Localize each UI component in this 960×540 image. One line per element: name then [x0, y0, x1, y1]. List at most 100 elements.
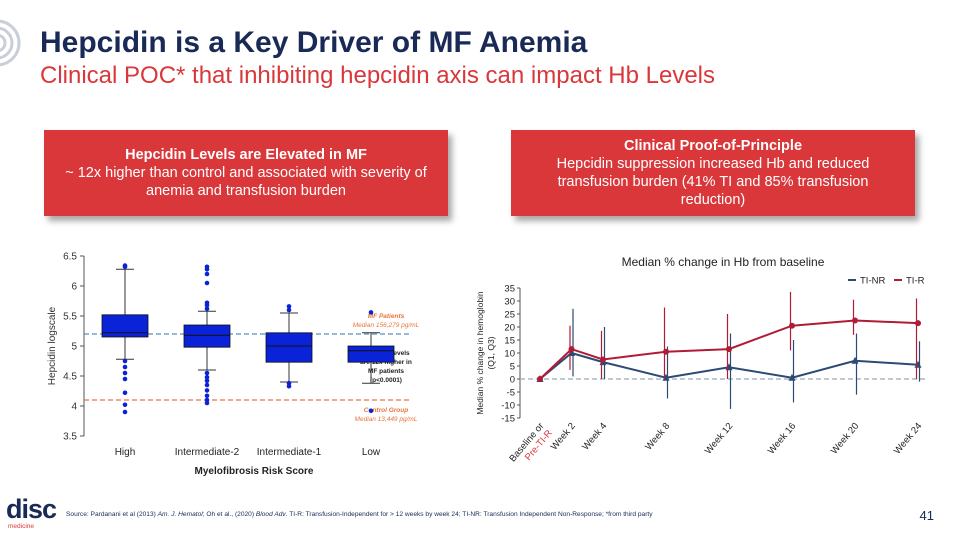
y-tick-label: 25	[504, 309, 515, 320]
point-ti-r	[726, 346, 732, 353]
legend-label: TI-NR	[860, 276, 885, 287]
x-category-label: Low	[362, 447, 381, 458]
callout-proof-of-principle: Clinical Proof-of-Principle Hepcidin sup…	[511, 130, 915, 216]
y-tick-label: -5	[507, 387, 515, 398]
outlier-point	[204, 378, 210, 384]
outlier-point	[122, 409, 128, 415]
control-group-median: Median 13,449 pg/mL	[355, 416, 418, 423]
point-ti-r	[568, 346, 575, 353]
y-tick-label: 35	[504, 283, 515, 294]
y-tick-label: 5	[71, 342, 77, 353]
source-footnote: Source: Pardanani et al (2013) Am. J. He…	[66, 511, 653, 518]
decorative-arc-icon	[0, 19, 21, 67]
outlier-point	[122, 376, 128, 382]
x-tick-label-group: Week 16	[766, 421, 798, 457]
hb-change-line-chart: Median % change in Hb from baseline TI-NR…	[475, 255, 926, 464]
y-tick-label: 6.5	[63, 252, 77, 263]
y-tick-label: 5.5	[63, 312, 77, 323]
outlier-point	[204, 374, 210, 380]
callout-right-heading: Clinical Proof-of-Principle	[623, 138, 803, 154]
y-tick-label: 0	[510, 374, 515, 385]
control-group-label: Control Group	[364, 407, 408, 414]
outlier-point	[286, 307, 292, 313]
callout-left-body: ~ 12x higher than control and associated…	[65, 165, 427, 199]
outlier-point	[204, 271, 210, 277]
outlier-point	[204, 388, 210, 393]
outlier-point	[204, 382, 210, 388]
line-chart-title: Median % change in Hb from baseline	[622, 255, 825, 269]
page-number: 41	[919, 508, 934, 523]
x-tick-label: Week 4	[580, 421, 609, 453]
y-axis-label-2: (Q1, Q3)	[486, 336, 496, 369]
outlier-point	[204, 302, 210, 308]
x-tick-label-group: Week 8	[643, 421, 672, 453]
series-line-ti-nr	[539, 351, 919, 380]
point-ti-r	[852, 317, 858, 324]
company-logo: disc	[6, 494, 57, 524]
hepcidin-box-plot: 3.5 4 4.5 5 5.5 6 6.5 Hepcidin logscale MF Patie…	[47, 252, 420, 478]
significance-annotation: (p<0.0001)	[370, 377, 402, 384]
legend-label: TI-R	[906, 276, 925, 287]
significance-annotation: MF patients	[368, 368, 404, 375]
outlier-point	[204, 266, 210, 272]
outlier-point	[286, 383, 292, 389]
slide-subtitle: Clinical POC* that inhibiting hepcidin a…	[40, 62, 715, 89]
x-axis-label: Myelofibrosis Risk Score	[195, 466, 314, 477]
outlier-point	[122, 264, 128, 270]
mf-patients-median: Median 156,279 pg/mL	[353, 322, 420, 329]
y-tick-label: -15	[501, 413, 515, 424]
x-tick-label-group: Week 20	[829, 421, 861, 457]
callout-hepcidin-elevated: Hepcidin Levels are Elevated in MF ~ 12x…	[44, 130, 448, 216]
outlier-point	[122, 402, 128, 408]
y-tick-label: 3.5	[63, 432, 77, 443]
outlier-point	[204, 400, 210, 406]
point-ti-r	[537, 376, 543, 382]
source-text-part: Am. J. Hematol	[157, 511, 203, 518]
company-logo-tagline: medicine	[8, 523, 35, 530]
source-text-part: Source: Pardanani et al (2013)	[66, 511, 158, 518]
point-ti-r	[789, 322, 795, 329]
outlier-point	[204, 393, 210, 399]
y-tick-label: 4.5	[63, 372, 77, 383]
point-ti-nr	[851, 356, 859, 364]
outlier-point	[368, 408, 374, 414]
outlier-point	[204, 280, 210, 286]
source-text-part: . TI-R: Transfusion-Independent for > 12…	[285, 511, 653, 518]
x-tick-label: Week 24	[892, 421, 924, 457]
y-tick-label: -10	[501, 400, 515, 411]
box-intermediate-2	[183, 324, 231, 348]
x-tick-label: Week 20	[829, 421, 861, 457]
callout-left-heading: Hepcidin Levels are Elevated in MF	[125, 147, 367, 163]
box-low	[347, 345, 395, 363]
point-ti-r	[915, 320, 921, 327]
slide-title: Hepcidin is a Key Driver of MF Anemia	[40, 26, 588, 59]
x-tick-label-group: Week 24	[892, 421, 924, 457]
x-tick-label: Week 8	[643, 421, 672, 453]
y-tick-label: 10	[504, 348, 515, 359]
point-ti-r	[663, 348, 669, 355]
x-category-label: Intermediate-2	[175, 447, 240, 458]
y-tick-label: 5	[510, 361, 515, 372]
outlier-point	[122, 390, 128, 396]
series-line-ti-r	[539, 319, 919, 380]
y-axis-label: Hepcidin logscale	[47, 306, 58, 385]
outlier-point	[122, 364, 128, 370]
x-tick-label: Week 16	[766, 421, 798, 457]
outlier-point	[122, 358, 128, 364]
y-tick-label: 20	[504, 322, 515, 333]
outlier-point	[122, 370, 128, 376]
x-tick-label: Week 12	[703, 421, 735, 457]
y-tick-label: 30	[504, 296, 515, 307]
y-tick-label: 6	[71, 282, 77, 293]
x-tick-label-group: Week 4	[580, 421, 609, 453]
source-text-part: Blood Adv	[255, 511, 286, 518]
source-text-part: ; Oh et al., (2020)	[202, 511, 256, 518]
point-ti-nr	[788, 373, 796, 381]
callout-right-body: Hepcidin suppression increased Hb and re…	[556, 156, 870, 208]
y-tick-label: 4	[71, 402, 77, 413]
y-tick-label: 15	[504, 335, 515, 346]
outlier-point	[368, 310, 374, 315]
outlier-point	[204, 370, 210, 376]
outlier-point	[286, 304, 292, 309]
